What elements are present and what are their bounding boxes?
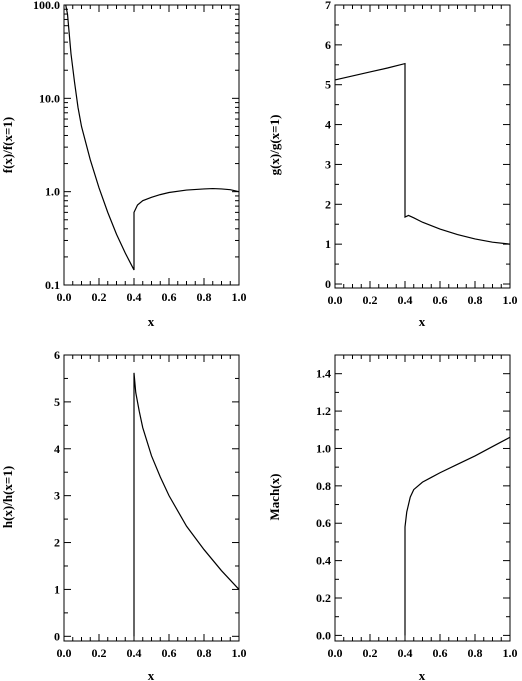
y-tick-label: 10.0 (39, 91, 60, 105)
y-tick-label: 1.2 (316, 404, 331, 418)
x-tick-label: 0.8 (197, 290, 212, 304)
x-tick-label: 0.4 (127, 290, 142, 304)
y-tick-label: 1 (325, 237, 331, 251)
y-tick-label: 4 (54, 442, 60, 456)
y-axis-label: Mach(x) (267, 474, 282, 521)
plot-frame (63, 354, 240, 642)
panel-g: x g(x)/g(x=1) 0.0 0.2 0.4 0.6 0.8 1.0 0 1 2 3 4 5 6 7 (267, 0, 518, 329)
panel-f: x f(x)/f(x=1) 0.0 0.2 0.4 0.6 0.8 1.0 0.1 1.0 10… (0, 0, 247, 329)
panel-mach: x Mach(x) 0.0 0.2 0.4 0.6 0.8 1.0 0.0 0.2 0.4 0.6… (267, 354, 518, 681)
y-tick-label: 1 (54, 582, 60, 596)
x-tick-label: 0.2 (363, 293, 378, 307)
x-tick-label: 0.8 (468, 293, 483, 307)
y-tick-label: 7 (325, 0, 331, 12)
series-line (133, 372, 240, 637)
series-line (404, 436, 511, 636)
x-axis-label: x (419, 668, 426, 681)
x-tick-label: 1.0 (503, 293, 518, 307)
y-tick-label: 0.8 (316, 479, 331, 493)
y-tick-label: 0 (325, 277, 331, 291)
x-tick-label: 0.2 (92, 290, 107, 304)
y-axis-label: g(x)/g(x=1) (267, 115, 282, 176)
x-axis-label: x (148, 314, 155, 329)
x-tick-label: 0.6 (433, 646, 448, 660)
y-tick-label: 4 (325, 118, 331, 132)
plot-frame (63, 4, 240, 286)
y-tick-label: 2 (325, 197, 331, 211)
y-tick-label: 6 (325, 38, 331, 52)
y-tick-label: 2 (54, 536, 60, 550)
x-axis-label: x (419, 314, 426, 329)
y-tick-label: 100.0 (33, 0, 60, 12)
y-tick-label: 5 (54, 395, 60, 409)
y-tick-label: 1.0 (316, 441, 331, 455)
y-tick-label: 0.6 (316, 516, 331, 530)
panel-h: x h(x)/h(x=1) 0.0 0.2 0.4 0.6 0.8 1.0 0 1 2 3 4 5 6 (0, 348, 247, 681)
y-axis-label: h(x)/h(x=1) (0, 466, 15, 528)
x-tick-label: 0.0 (328, 293, 343, 307)
x-tick-label: 1.0 (232, 290, 247, 304)
x-axis-label: x (148, 668, 155, 681)
x-tick-label: 0.2 (363, 646, 378, 660)
x-tick-label: 0.8 (468, 646, 483, 660)
y-tick-label: 0.0 (316, 628, 331, 642)
x-tick-label: 1.0 (503, 646, 518, 660)
x-tick-label: 0.2 (92, 646, 107, 660)
y-axis-label: f(x)/f(x=1) (0, 117, 15, 174)
x-tick-label: 0.4 (127, 646, 142, 660)
y-tick-label: 0.4 (316, 554, 331, 568)
plot-frame (334, 354, 511, 642)
y-tick-label: 3 (54, 489, 60, 503)
y-tick-label: 0 (54, 629, 60, 643)
x-tick-label: 0.4 (398, 646, 413, 660)
y-tick-label: 1.4 (316, 367, 331, 381)
x-tick-label: 0.8 (197, 646, 212, 660)
y-tick-label: 0.1 (45, 278, 60, 292)
x-tick-label: 0.0 (57, 290, 72, 304)
y-tick-label: 5 (325, 78, 331, 92)
x-tick-label: 1.0 (232, 646, 247, 660)
x-tick-label: 0.0 (57, 646, 72, 660)
y-tick-label: 6 (54, 348, 60, 362)
x-tick-label: 0.4 (398, 293, 413, 307)
y-tick-label: 1.0 (45, 185, 60, 199)
y-tick-label: 3 (325, 157, 331, 171)
x-tick-label: 0.0 (328, 646, 343, 660)
x-tick-label: 0.6 (162, 290, 177, 304)
y-tick-label: 0.2 (316, 591, 331, 605)
x-tick-label: 0.6 (433, 293, 448, 307)
series-line (65, 4, 240, 271)
x-tick-label: 0.6 (162, 646, 177, 660)
plot-frame (334, 4, 511, 289)
series-line (334, 62, 511, 245)
